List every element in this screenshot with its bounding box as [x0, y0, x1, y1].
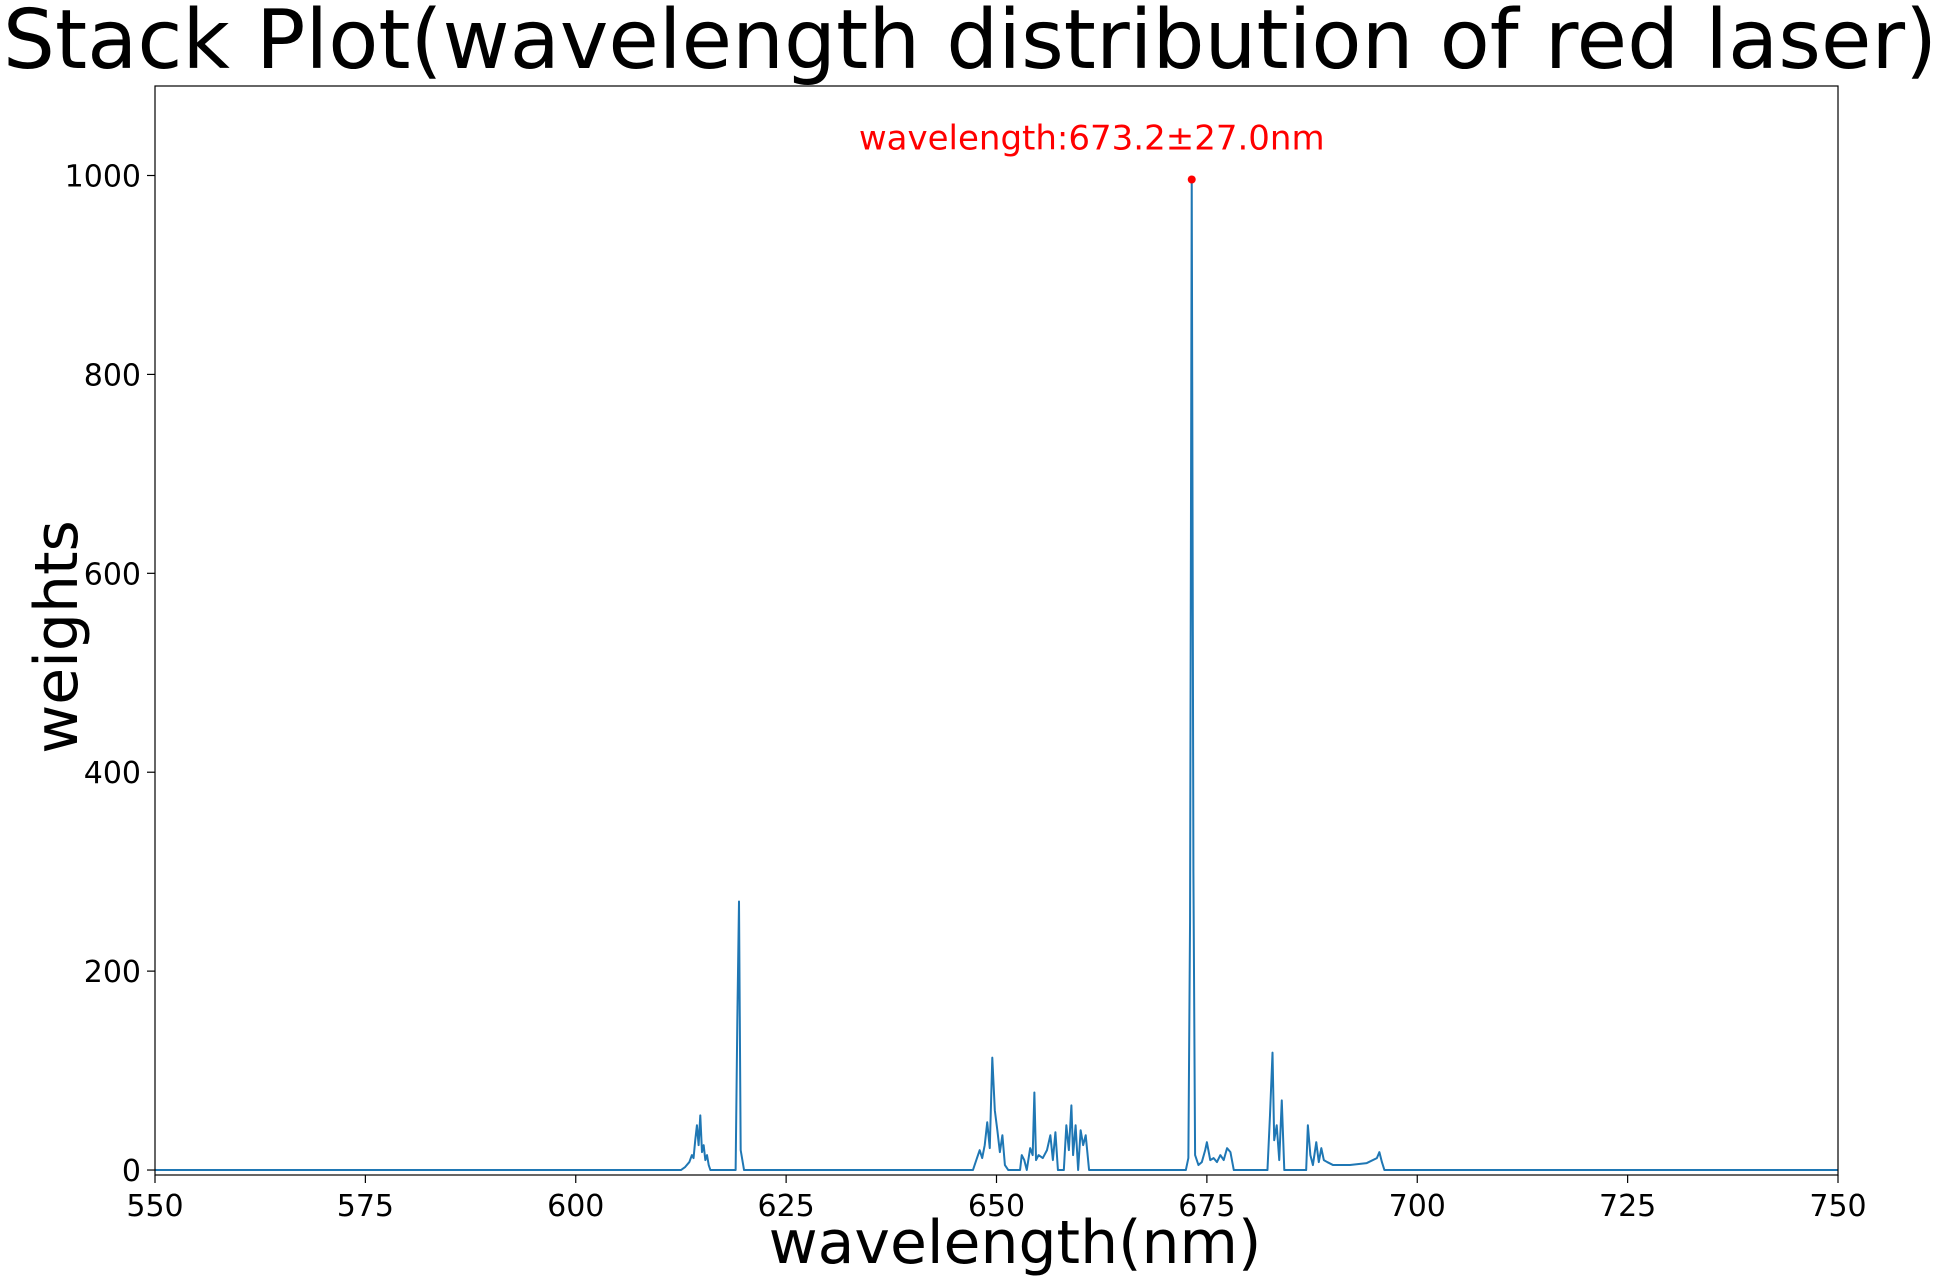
peak-annotation: wavelength:673.2±27.0nm: [859, 118, 1325, 158]
x-tick-label-550: 550: [126, 1189, 183, 1224]
plot-area: 550 575 600 625 650 675 700 725 750 0 200 400 600 800…: [65, 85, 1867, 1224]
y-tick-label-600: 600: [84, 557, 141, 592]
series-line-0: [155, 178, 1838, 1172]
x-tick-label-575: 575: [337, 1189, 394, 1224]
x-tick-label-750: 750: [1809, 1189, 1866, 1224]
x-axis-label: wavelength(nm): [769, 1208, 1262, 1278]
x-tick-label-725: 725: [1599, 1189, 1656, 1224]
y-tick-label-0: 0: [122, 1154, 141, 1189]
x-tick-label-625: 625: [757, 1189, 814, 1224]
chart-title: Stack Plot(wavelength distribution of re…: [3, 0, 1937, 88]
x-tick-label-600: 600: [547, 1189, 604, 1224]
y-tick-label-400: 400: [84, 756, 141, 791]
x-tick-label-700: 700: [1389, 1189, 1446, 1224]
axes-frame: [154, 85, 1839, 1176]
y-tick-label-200: 200: [84, 955, 141, 990]
y-tick-label-800: 800: [84, 358, 141, 393]
y-axis-label: weights: [22, 520, 92, 754]
peak-marker: [1187, 175, 1196, 184]
x-tick-label-650: 650: [968, 1189, 1025, 1224]
x-tick-label-675: 675: [1178, 1189, 1235, 1224]
y-tick-label-1000: 1000: [65, 160, 141, 195]
